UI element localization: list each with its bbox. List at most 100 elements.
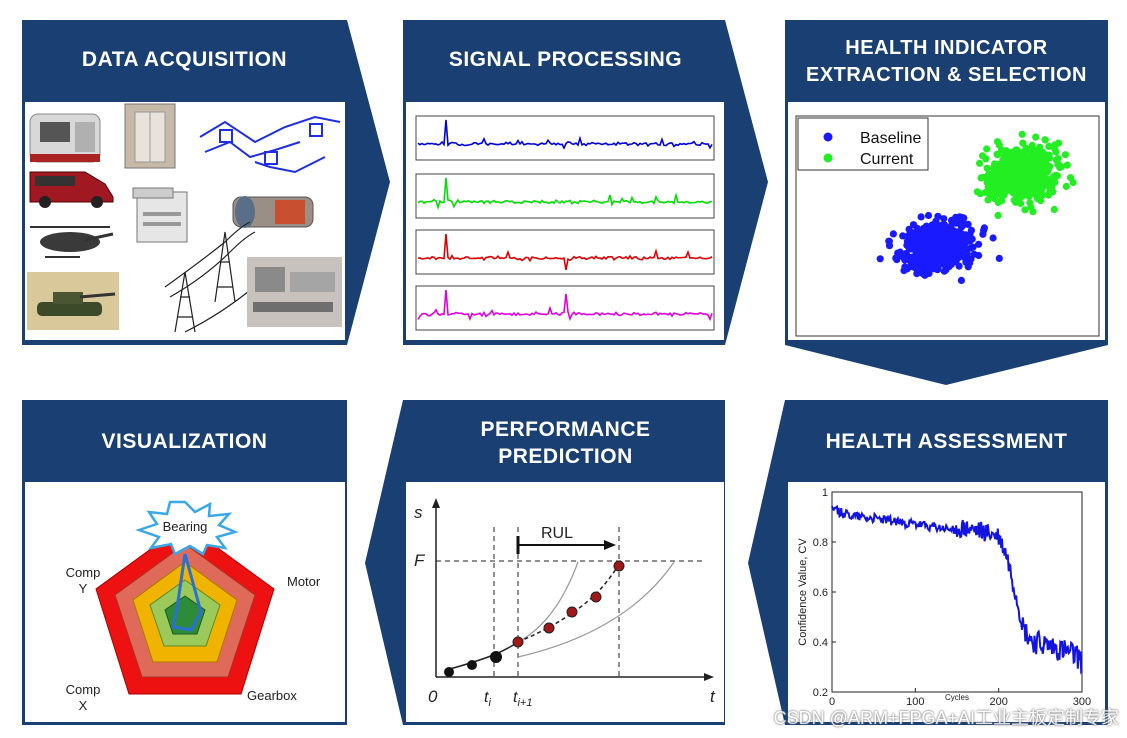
scatter-point-current [1000,191,1008,199]
scatter-point-baseline [905,243,913,251]
health-indicator-title: HEALTH INDICATOR EXTRACTION & SELECTION [785,35,1108,89]
factory-machine-image [247,257,342,327]
radar-label-gearbox: Gearbox [247,688,297,703]
scatter-point-current [1021,166,1029,174]
radar-chart: Bearing Motor Gearbox Comp X Comp Y [66,500,321,713]
performance-prediction-area: s t F 0 ti ti+1 RUL [406,482,724,722]
scatter-point-current [991,175,1000,183]
signal-trace [417,177,713,210]
prediction-y-label: s [414,503,423,522]
scatter-point-current [1017,152,1025,160]
scatter-point-current [1052,156,1060,164]
simulator-image [29,113,101,163]
scatter-point-baseline [901,263,909,271]
signal-box [415,115,715,161]
scatter-point-baseline [924,211,933,220]
visualization-area: Bearing Motor Gearbox Comp X Comp Y [25,482,345,722]
scatter-point-baseline [917,228,925,236]
cv-ticks: 0 100 200 300 0.2 0.4 0.6 0.8 1 [813,487,1091,708]
health-assessment-title: HEALTH ASSESSMENT [825,430,1068,453]
cv-x-tick-label: 0 [829,696,835,708]
scatter-point-current [1041,136,1049,144]
radar-label-compx-line1: Comp [66,682,101,697]
signal-trace [417,119,713,150]
performance-prediction-title-line1: PERFORMANCE [480,418,651,441]
scatter-point-current [985,170,993,178]
ti1-label: ti+1 [513,689,532,709]
ti1-label-main: t [513,689,518,706]
scatter-point-current [1010,196,1018,204]
scatter-point-baseline [885,237,893,245]
lower-bound-curve [517,561,675,658]
scatter-legend-box [797,117,929,171]
robot-line-image [199,115,341,174]
predicted-point [590,591,602,603]
ti-label: ti [484,689,491,709]
scatter-point-baseline [956,217,964,225]
prediction-threshold-label: F [414,551,426,570]
scatter-point-baseline [936,240,944,248]
helicopter-image [30,226,114,258]
scatter-point-current [996,164,1004,172]
cv-x-tick-label: 100 [906,696,924,708]
scatter-point-baseline [928,234,936,243]
scatter-point-baseline [989,234,997,242]
signal-processing-area [406,102,724,340]
scatter-point-current [996,183,1004,191]
cv-chart: 0 100 200 300 0.2 0.4 0.6 0.8 1 Confidence Value… [797,487,1091,708]
scatter-point-baseline [948,240,956,248]
scatter-point-current [976,159,984,167]
scatter-point-baseline [912,232,920,240]
copier-image [132,187,188,243]
radar-rings [95,523,275,695]
scatter-point-current [993,151,1001,159]
performance-prediction-title: PERFORMANCE PREDICTION [403,416,728,470]
scatter-point-current [1036,176,1044,184]
scatter-point-current [1051,141,1059,149]
scatter-plot: Baseline Current [795,115,1100,337]
scatter-point-current [1051,178,1059,186]
legend-current-marker [823,153,833,163]
scatter-point-current [983,164,991,172]
radar-label-compx-line2: X [79,698,88,713]
scatter-point-baseline [966,244,975,252]
cv-x-tick-label: 200 [989,696,1007,708]
cv-y-tick-label: 0.8 [813,537,828,549]
scatter-point-baseline [966,259,974,267]
scatter-point-baseline [975,251,983,260]
scatter-point-current [1050,205,1058,214]
signal-processing-title: SIGNAL PROCESSING [448,48,683,71]
scatter-point-current [1056,164,1064,172]
scatter-point-current [1018,192,1026,201]
scatter-point-baseline [975,240,983,248]
ti-label-main: t [484,689,489,706]
scatter-point-current [1045,151,1053,159]
scatter-point-baseline [947,222,955,230]
scatter-point-current [997,146,1006,154]
legend-baseline-label: Baseline [860,130,921,147]
scatter-point-current [998,197,1006,205]
scatter-point-current [1045,179,1053,187]
prediction-origin-label: 0 [428,687,438,706]
scatter-point-current [1029,189,1037,197]
scatter-point-baseline [917,213,925,221]
scatter-point-current [994,211,1002,219]
signal-box [415,173,715,219]
health-indicator-title-line2: EXTRACTION & SELECTION [805,64,1087,86]
scatter-point-current [1018,130,1026,138]
scatter-point-baseline [940,267,948,275]
scatter-point-baseline [980,224,988,232]
engine-image [232,196,314,228]
predicted-point [566,606,578,618]
scatter-point-baseline [913,270,921,278]
ti-label-sub: i [488,697,491,709]
scatter-point-baseline [951,256,959,264]
scatter-point-baseline [995,254,1003,262]
health-indicator-title-line1: HEALTH INDICATOR [845,37,1048,59]
scatter-point-current [1017,177,1025,186]
scatter-point-current [1021,184,1029,192]
radar-data-line [171,553,203,632]
scatter-point-current [1061,151,1069,159]
legend-baseline-marker [823,132,833,142]
scatter-point-current [991,194,999,203]
